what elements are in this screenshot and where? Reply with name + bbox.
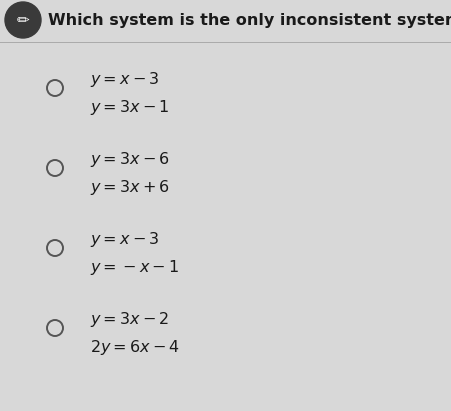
Text: $y = 3x - 6$: $y = 3x - 6$: [90, 150, 170, 169]
Text: $y = 3x - 2$: $y = 3x - 2$: [90, 310, 169, 329]
Text: ✏: ✏: [17, 12, 29, 28]
Text: Which system is the only inconsistent system?: Which system is the only inconsistent sy…: [48, 12, 451, 28]
Circle shape: [5, 2, 41, 38]
Text: $y = x - 3$: $y = x - 3$: [90, 70, 159, 89]
Text: $y = 3x - 1$: $y = 3x - 1$: [90, 98, 170, 117]
Text: $2y = 6x - 4$: $2y = 6x - 4$: [90, 338, 180, 357]
Text: $y = 3x + 6$: $y = 3x + 6$: [90, 178, 170, 197]
Text: $y = x - 3$: $y = x - 3$: [90, 230, 159, 249]
Text: $y = -x - 1$: $y = -x - 1$: [90, 258, 179, 277]
